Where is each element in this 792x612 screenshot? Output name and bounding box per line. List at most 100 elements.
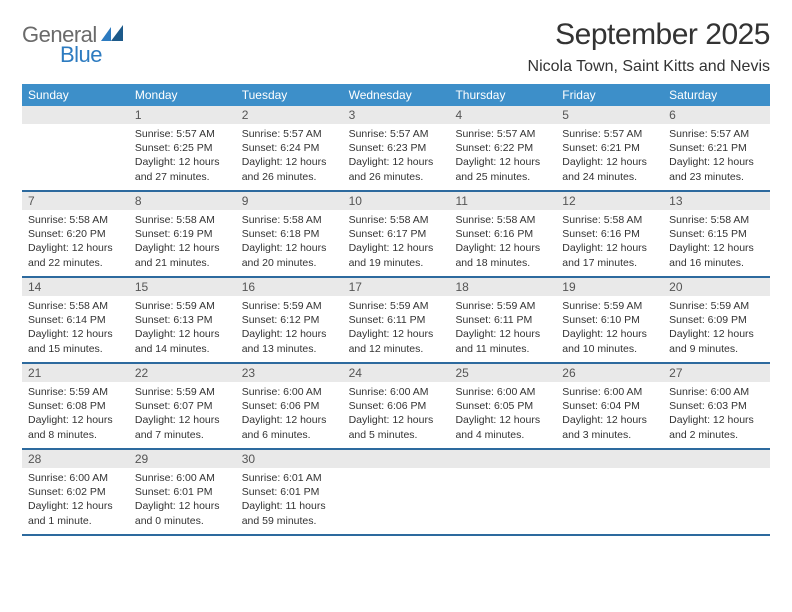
day-content: Sunrise: 5:59 AMSunset: 6:11 PMDaylight:… <box>449 296 556 356</box>
sunrise-text: Sunrise: 6:00 AM <box>349 385 444 399</box>
day-cell: 16 Sunrise: 5:59 AMSunset: 6:12 PMDayligh… <box>236 278 343 362</box>
sunset-text: Sunset: 6:23 PM <box>349 141 444 155</box>
weekday-tuesday: Tuesday <box>236 84 343 106</box>
day-number: 16 <box>236 278 343 296</box>
day-content: Sunrise: 5:57 AMSunset: 6:21 PMDaylight:… <box>556 124 663 184</box>
day-content: Sunrise: 5:58 AMSunset: 6:16 PMDaylight:… <box>556 210 663 270</box>
daylight-text: Daylight: 12 hours and 1 minute. <box>28 499 123 527</box>
sunset-text: Sunset: 6:24 PM <box>242 141 337 155</box>
daylight-text: Daylight: 12 hours and 9 minutes. <box>669 327 764 355</box>
weekday-header-row: Sunday Monday Tuesday Wednesday Thursday… <box>22 84 770 106</box>
week-row: 28Sunrise: 6:00 AMSunset: 6:02 PMDayligh… <box>22 450 770 536</box>
weekday-monday: Monday <box>129 84 236 106</box>
day-cell: 18Sunrise: 5:59 AMSunset: 6:11 PMDayligh… <box>449 278 556 362</box>
sunrise-text: Sunrise: 5:57 AM <box>562 127 657 141</box>
day-number: 4 <box>449 106 556 124</box>
sunrise-text: Sunrise: 5:57 AM <box>455 127 550 141</box>
day-number: 11 <box>449 192 556 210</box>
day-number: 24 <box>343 364 450 382</box>
day-cell: 21Sunrise: 5:59 AMSunset: 6:08 PMDayligh… <box>22 364 129 448</box>
sunrise-text: Sunrise: 5:58 AM <box>28 299 123 313</box>
day-cell: 14Sunrise: 5:58 AMSunset: 6:14 PMDayligh… <box>22 278 129 362</box>
day-cell: 2Sunrise: 5:57 AMSunset: 6:24 PMDaylight… <box>236 106 343 190</box>
day-content: Sunrise: 5:58 AMSunset: 6:19 PMDaylight:… <box>129 210 236 270</box>
day-number: 10 <box>343 192 450 210</box>
day-number: 14 <box>22 278 129 296</box>
sunrise-text: Sunrise: 5:59 AM <box>562 299 657 313</box>
daylight-text: Daylight: 12 hours and 4 minutes. <box>455 413 550 441</box>
day-cell: 9Sunrise: 5:58 AMSunset: 6:18 PMDaylight… <box>236 192 343 276</box>
daylight-text: Daylight: 12 hours and 18 minutes. <box>455 241 550 269</box>
daylight-text: Daylight: 12 hours and 3 minutes. <box>562 413 657 441</box>
sunset-text: Sunset: 6:10 PM <box>562 313 657 327</box>
weekday-friday: Friday <box>556 84 663 106</box>
sunrise-text: Sunrise: 5:58 AM <box>455 213 550 227</box>
day-number <box>556 450 663 468</box>
sunrise-text: Sunrise: 6:00 AM <box>669 385 764 399</box>
day-content: Sunrise: 5:58 AMSunset: 6:16 PMDaylight:… <box>449 210 556 270</box>
sunset-text: Sunset: 6:21 PM <box>669 141 764 155</box>
day-content: Sunrise: 6:00 AMSunset: 6:02 PMDaylight:… <box>22 468 129 528</box>
day-content: Sunrise: 5:57 AMSunset: 6:24 PMDaylight:… <box>236 124 343 184</box>
sunrise-text: Sunrise: 5:59 AM <box>242 299 337 313</box>
day-number: 1 <box>129 106 236 124</box>
sunrise-text: Sunrise: 5:59 AM <box>349 299 444 313</box>
day-cell: 12Sunrise: 5:58 AMSunset: 6:16 PMDayligh… <box>556 192 663 276</box>
sunrise-text: Sunrise: 5:59 AM <box>455 299 550 313</box>
day-cell <box>449 450 556 534</box>
day-cell: 27Sunrise: 6:00 AMSunset: 6:03 PMDayligh… <box>663 364 770 448</box>
day-cell: 26Sunrise: 6:00 AMSunset: 6:04 PMDayligh… <box>556 364 663 448</box>
sunset-text: Sunset: 6:21 PM <box>562 141 657 155</box>
day-content: Sunrise: 5:59 AMSunset: 6:13 PMDaylight:… <box>129 296 236 356</box>
sunset-text: Sunset: 6:05 PM <box>455 399 550 413</box>
day-number: 19 <box>556 278 663 296</box>
day-number: 6 <box>663 106 770 124</box>
day-content: Sunrise: 6:00 AMSunset: 6:06 PMDaylight:… <box>236 382 343 442</box>
sunrise-text: Sunrise: 5:58 AM <box>349 213 444 227</box>
day-cell: 24Sunrise: 6:00 AMSunset: 6:06 PMDayligh… <box>343 364 450 448</box>
day-number: 7 <box>22 192 129 210</box>
day-cell: 10Sunrise: 5:58 AMSunset: 6:17 PMDayligh… <box>343 192 450 276</box>
day-number: 13 <box>663 192 770 210</box>
day-number: 3 <box>343 106 450 124</box>
sunrise-text: Sunrise: 5:57 AM <box>135 127 230 141</box>
day-cell: 23Sunrise: 6:00 AMSunset: 6:06 PMDayligh… <box>236 364 343 448</box>
day-number: 22 <box>129 364 236 382</box>
logo-word-blue: Blue <box>60 42 102 68</box>
day-content: Sunrise: 6:00 AMSunset: 6:04 PMDaylight:… <box>556 382 663 442</box>
sunset-text: Sunset: 6:16 PM <box>562 227 657 241</box>
daylight-text: Daylight: 12 hours and 8 minutes. <box>28 413 123 441</box>
sunrise-text: Sunrise: 5:59 AM <box>28 385 123 399</box>
sunset-text: Sunset: 6:04 PM <box>562 399 657 413</box>
month-title: September 2025 <box>528 18 770 52</box>
daylight-text: Daylight: 12 hours and 25 minutes. <box>455 155 550 183</box>
logo: General Blue <box>22 18 125 68</box>
daylight-text: Daylight: 12 hours and 13 minutes. <box>242 327 337 355</box>
sunset-text: Sunset: 6:12 PM <box>242 313 337 327</box>
daylight-text: Daylight: 12 hours and 5 minutes. <box>349 413 444 441</box>
day-cell: 6Sunrise: 5:57 AMSunset: 6:21 PMDaylight… <box>663 106 770 190</box>
day-content: Sunrise: 5:58 AMSunset: 6:14 PMDaylight:… <box>22 296 129 356</box>
day-number: 9 <box>236 192 343 210</box>
daylight-text: Daylight: 12 hours and 26 minutes. <box>349 155 444 183</box>
location-label: Nicola Town, Saint Kitts and Nevis <box>528 58 770 76</box>
day-cell: 22Sunrise: 5:59 AMSunset: 6:07 PMDayligh… <box>129 364 236 448</box>
sunrise-text: Sunrise: 5:58 AM <box>669 213 764 227</box>
sunset-text: Sunset: 6:11 PM <box>455 313 550 327</box>
daylight-text: Daylight: 11 hours and 59 minutes. <box>242 499 337 527</box>
daylight-text: Daylight: 12 hours and 24 minutes. <box>562 155 657 183</box>
sunset-text: Sunset: 6:25 PM <box>135 141 230 155</box>
day-content: Sunrise: 6:00 AMSunset: 6:03 PMDaylight:… <box>663 382 770 442</box>
day-content: Sunrise: 5:57 AMSunset: 6:21 PMDaylight:… <box>663 124 770 184</box>
daylight-text: Daylight: 12 hours and 14 minutes. <box>135 327 230 355</box>
sunrise-text: Sunrise: 6:00 AM <box>455 385 550 399</box>
sunset-text: Sunset: 6:02 PM <box>28 485 123 499</box>
day-cell: 15Sunrise: 5:59 AMSunset: 6:13 PMDayligh… <box>129 278 236 362</box>
day-number: 26 <box>556 364 663 382</box>
day-content: Sunrise: 5:59 AMSunset: 6:10 PMDaylight:… <box>556 296 663 356</box>
day-cell: 20Sunrise: 5:59 AMSunset: 6:09 PMDayligh… <box>663 278 770 362</box>
day-cell: 19Sunrise: 5:59 AMSunset: 6:10 PMDayligh… <box>556 278 663 362</box>
daylight-text: Daylight: 12 hours and 7 minutes. <box>135 413 230 441</box>
daylight-text: Daylight: 12 hours and 21 minutes. <box>135 241 230 269</box>
weekday-wednesday: Wednesday <box>343 84 450 106</box>
